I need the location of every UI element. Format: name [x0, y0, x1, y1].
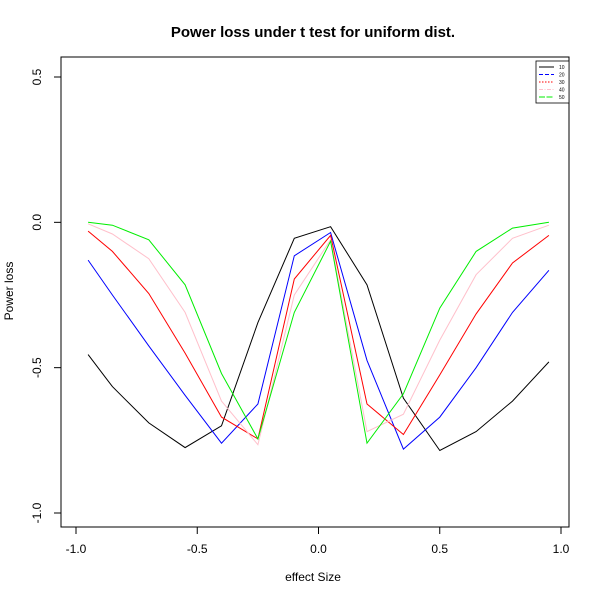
- series-line-50: [88, 221, 549, 445]
- legend-label-40: 40: [559, 87, 565, 93]
- x-tick-label: -0.5: [187, 542, 208, 556]
- legend-label-20: 20: [559, 72, 565, 78]
- y-tick-label: 0.5: [30, 68, 44, 85]
- y-tick-label: -1.0: [30, 502, 44, 523]
- y-tick-label: -0.5: [30, 357, 44, 378]
- y-axis: -1.0 -0.5 0.0 0.5: [30, 68, 62, 523]
- series-line-10: [87, 226, 550, 452]
- series-line-40: [87, 223, 550, 446]
- series-line-30: [87, 230, 550, 440]
- legend-label-50: 50: [559, 95, 565, 101]
- x-tick-label: -1.0: [66, 542, 87, 556]
- x-tick-label: 0.5: [431, 542, 448, 556]
- x-tick-label: 0.0: [310, 542, 327, 556]
- plot-area-border: [60, 56, 570, 528]
- y-tick-label: 0.0: [30, 214, 44, 231]
- series-layer: [87, 221, 550, 452]
- series-line-20: [87, 231, 550, 450]
- legend-label-10: 10: [559, 65, 565, 71]
- x-axis: -1.0 -0.5 0.0 0.5 1.0: [66, 526, 570, 556]
- x-tick-label: 1.0: [553, 542, 570, 556]
- chart-title: Power loss under t test for uniform dist…: [171, 24, 455, 41]
- legend-label-30: 30: [559, 80, 565, 86]
- x-axis-label: effect Size: [285, 570, 341, 584]
- y-axis-label: Power loss: [2, 262, 16, 321]
